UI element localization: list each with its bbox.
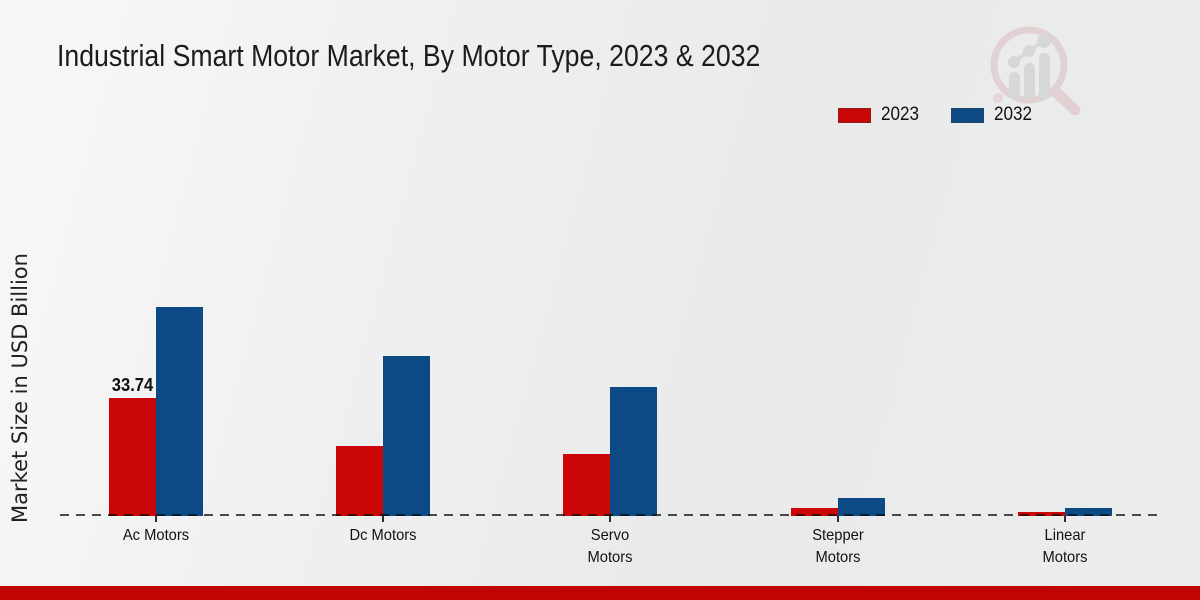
x-axis-tick bbox=[837, 516, 839, 522]
magnifier-bar-chart-logo-icon bbox=[990, 26, 1081, 116]
bar-2023-stepper-motors bbox=[791, 508, 838, 516]
x-axis-tick bbox=[1064, 516, 1066, 522]
footer-accent-band bbox=[0, 586, 1200, 600]
x-axis-baseline bbox=[60, 514, 1160, 516]
bar-2023-servo-motors bbox=[563, 454, 610, 516]
bar-2032-stepper-motors bbox=[838, 498, 885, 516]
x-axis-category-label: Linear Motors bbox=[1042, 527, 1088, 566]
x-axis-tick bbox=[609, 516, 611, 522]
bar-2023-dc-motors bbox=[336, 446, 383, 516]
bar-data-label: 33.74 bbox=[111, 375, 154, 395]
x-axis-category-label: Dc Motors bbox=[349, 527, 417, 544]
legend-swatch-2023 bbox=[838, 107, 871, 123]
bar-2023-ac-motors bbox=[109, 398, 156, 516]
legend-label-2032: 2032 bbox=[994, 104, 1033, 125]
bar-2032-dc-motors bbox=[383, 356, 430, 516]
bar-2032-linear-motors bbox=[1065, 508, 1112, 516]
chart-title: Industrial Smart Motor Market, By Motor … bbox=[57, 38, 761, 73]
bar-2032-servo-motors bbox=[610, 387, 657, 516]
legend: 2023 2032 bbox=[838, 104, 1037, 126]
legend-item-2023: 2023 bbox=[838, 104, 923, 126]
x-axis-tick bbox=[382, 516, 384, 522]
x-axis-category-label: Ac Motors bbox=[122, 527, 190, 544]
x-axis-tick bbox=[155, 516, 157, 522]
bar-2032-ac-motors bbox=[156, 307, 203, 516]
legend-swatch-2032 bbox=[951, 107, 985, 123]
x-axis-category-label: Servo Motors bbox=[587, 527, 633, 566]
legend-item-2032: 2032 bbox=[951, 104, 1036, 126]
legend-label-2023: 2023 bbox=[881, 104, 920, 125]
x-axis-category-label: Stepper Motors bbox=[812, 527, 864, 566]
